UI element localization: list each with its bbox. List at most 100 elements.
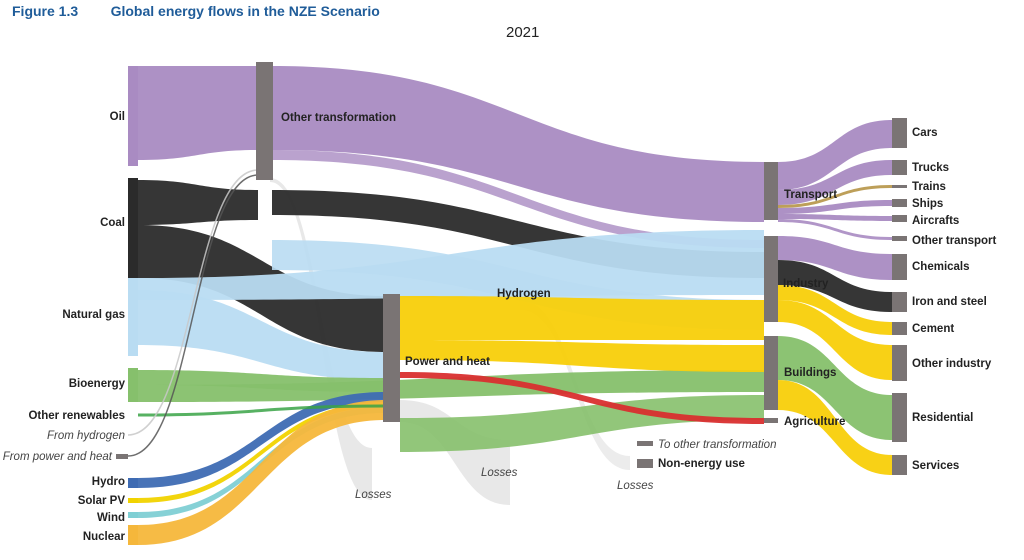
flow-transport-trucks bbox=[778, 160, 892, 205]
label-sector-industry: Industry bbox=[783, 278, 829, 290]
label-source-solar-pv: Solar PV bbox=[78, 495, 126, 507]
label-losses-other-transformation: Losses bbox=[355, 489, 392, 501]
node-power-heat bbox=[383, 294, 400, 422]
flow-oil-industry bbox=[272, 150, 764, 248]
source-bar-hydro bbox=[128, 478, 138, 488]
node-end-cars bbox=[892, 118, 907, 148]
flow-buildings-residential bbox=[778, 336, 892, 440]
label-to-other-transformation: To other transformation bbox=[658, 439, 776, 451]
source-bar-natural-gas bbox=[128, 278, 138, 356]
label-end-ships: Ships bbox=[912, 198, 943, 210]
flow-bio-mid bbox=[400, 395, 764, 452]
year-label: 2021 bbox=[506, 24, 540, 41]
flow-heat bbox=[400, 372, 764, 424]
flow-hydro-power-heat bbox=[138, 392, 385, 488]
label-sector-agriculture: Agriculture bbox=[784, 416, 845, 428]
source-bar-nuclear bbox=[128, 525, 138, 545]
node-non-energy-use bbox=[637, 459, 653, 468]
label-end-aircrafts: Aircrafts bbox=[912, 215, 959, 227]
flow-from-hydrogen bbox=[127, 169, 259, 436]
node-end-residential bbox=[892, 393, 907, 442]
label-power-heat: Power and heat bbox=[405, 356, 490, 368]
flow-solar-power-heat bbox=[138, 402, 385, 503]
label-other-transformation: Other transformation bbox=[281, 112, 396, 124]
figure-number: Figure 1.3 bbox=[12, 3, 79, 19]
label-source-nuclear: Nuclear bbox=[83, 531, 126, 543]
label-sector-buildings: Buildings bbox=[784, 367, 836, 379]
node-end-cement bbox=[892, 322, 907, 335]
flow-buildings-services bbox=[778, 380, 892, 475]
label-losses-hydrogen: Losses bbox=[617, 480, 654, 492]
flows bbox=[127, 66, 892, 545]
label-non-energy-use: Non-energy use bbox=[658, 458, 745, 470]
flow-transport-cars bbox=[778, 120, 892, 190]
figure-header: Figure 1.3 Global energy flows in the NZ… bbox=[12, 3, 380, 23]
node-end-ships bbox=[892, 199, 907, 207]
node-end-services bbox=[892, 455, 907, 475]
flow-transport-trains bbox=[778, 185, 892, 208]
flow-industry-cement bbox=[778, 285, 892, 335]
node-end-chemicals bbox=[892, 254, 907, 280]
node-industry bbox=[764, 236, 778, 322]
label-source-coal: Coal bbox=[100, 217, 125, 229]
label-end-cement: Cement bbox=[912, 323, 954, 335]
flow-industry-other bbox=[778, 300, 892, 380]
flow-transport-ships bbox=[778, 200, 892, 214]
flow-nuclear-power-heat bbox=[138, 400, 385, 545]
flow-oil-transport bbox=[272, 66, 764, 222]
source-bar-oil bbox=[128, 66, 138, 166]
flow-industry-iron-steel bbox=[778, 260, 892, 312]
figure-title: Global energy flows in the NZE Scenario bbox=[110, 3, 380, 19]
label-end-trucks: Trucks bbox=[912, 162, 949, 174]
label-source-natural-gas: Natural gas bbox=[62, 309, 125, 321]
source-bar-solar bbox=[128, 498, 138, 503]
label-end-cars: Cars bbox=[912, 127, 938, 139]
label-end-other-transport: Other transport bbox=[912, 235, 997, 247]
node-buildings bbox=[764, 336, 778, 410]
label-source-oil: Oil bbox=[110, 111, 125, 123]
label-end-services: Services bbox=[912, 460, 959, 472]
label-end-trains: Trains bbox=[912, 181, 946, 193]
node-transport bbox=[764, 162, 778, 220]
flow-from-power-heat bbox=[127, 174, 259, 457]
node-to-other-transformation bbox=[637, 441, 653, 446]
label-end-chemicals: Chemicals bbox=[912, 261, 970, 273]
source-bar-bioenergy bbox=[128, 368, 138, 402]
flow-other-renewables bbox=[137, 404, 386, 417]
label-end-other-industry: Other industry bbox=[912, 358, 992, 370]
node-end-trains bbox=[892, 185, 907, 188]
label-source-other-renewables: Other renewables bbox=[28, 410, 125, 422]
flow-oil-other-transformation bbox=[138, 66, 258, 160]
label-end-iron-steel: Iron and steel bbox=[912, 296, 987, 308]
flow-transport-aircrafts bbox=[778, 214, 892, 221]
node-agriculture bbox=[764, 418, 778, 423]
flow-electricity-industry bbox=[400, 296, 764, 340]
node-other-transformation bbox=[256, 62, 273, 180]
node-end-aircrafts bbox=[892, 215, 907, 222]
label-sector-transport: Transport bbox=[784, 189, 837, 201]
label-source-from-hydrogen: From hydrogen bbox=[47, 430, 125, 442]
nodes bbox=[116, 62, 907, 475]
source-bar-wind bbox=[128, 512, 138, 518]
node-end-iron-steel bbox=[892, 292, 907, 312]
node-end-other-industry bbox=[892, 345, 907, 381]
flow-bio-buildings bbox=[138, 370, 764, 402]
flow-industry-chemicals bbox=[778, 236, 892, 280]
flow-transport-other bbox=[778, 219, 892, 240]
label-source-hydro: Hydro bbox=[92, 476, 125, 488]
node-from-power-heat bbox=[116, 454, 128, 459]
label-source-wind: Wind bbox=[97, 512, 125, 524]
label-losses-power-heat: Losses bbox=[481, 467, 518, 479]
labels: Oil Coal Natural gas Bioenergy Other ren… bbox=[3, 111, 997, 543]
flow-coal-other-transformation bbox=[138, 180, 258, 225]
label-source-bioenergy: Bioenergy bbox=[69, 378, 126, 390]
node-end-other-transport bbox=[892, 236, 907, 241]
source-bar-coal bbox=[128, 178, 138, 278]
node-end-trucks bbox=[892, 160, 907, 175]
flow-electricity-buildings bbox=[400, 340, 764, 372]
label-hydrogen: Hydrogen bbox=[497, 288, 551, 300]
label-source-from-power-heat: From power and heat bbox=[3, 451, 113, 463]
flow-gas-power-heat bbox=[138, 290, 385, 380]
label-end-residential: Residential bbox=[912, 412, 973, 424]
